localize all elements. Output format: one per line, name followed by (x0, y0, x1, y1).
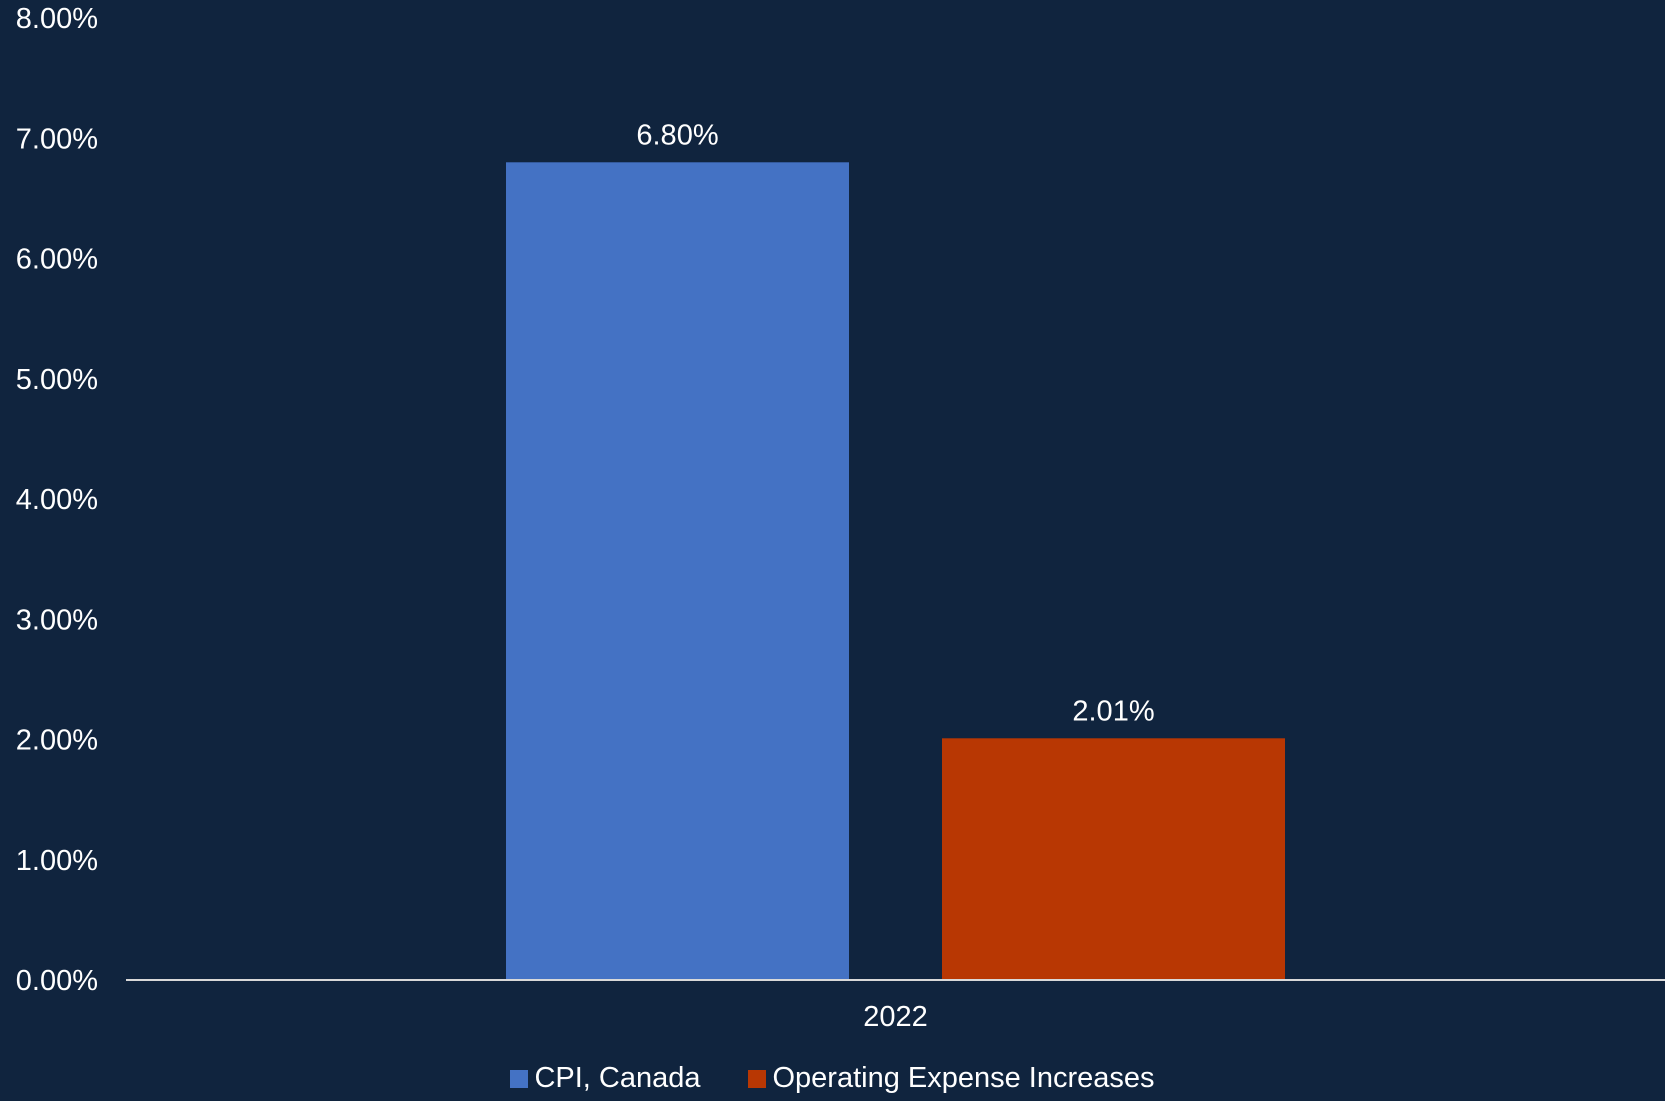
x-category-label: 2022 (863, 1001, 928, 1033)
y-tick-label: 7.00% (16, 123, 98, 155)
legend-label: CPI, Canada (534, 1062, 701, 1094)
y-tick-label: 3.00% (16, 604, 98, 636)
legend: CPI, Canada Operating Expense Increases (0, 1062, 1665, 1095)
y-tick-label: 0.00% (16, 965, 98, 997)
y-tick-label: 1.00% (16, 845, 98, 877)
legend-swatch (748, 1069, 767, 1088)
y-tick-label: 6.00% (16, 244, 98, 276)
data-labels: 6.80% 2.01% (636, 119, 1154, 727)
category-labels: 2022 (863, 1001, 928, 1033)
y-tick-label: 8.00% (16, 3, 98, 35)
legend-swatch (510, 1069, 529, 1088)
bar-operating-expense-increases (942, 738, 1285, 980)
legend-label: Operating Expense Increases (772, 1062, 1155, 1094)
data-label: 6.80% (636, 119, 718, 151)
legend-item: CPI, Canada (510, 1062, 700, 1095)
legend-item: Operating Expense Increases (748, 1062, 1155, 1095)
y-tick-label: 5.00% (16, 364, 98, 396)
y-tick-label: 4.00% (16, 484, 98, 516)
bars (506, 162, 1285, 981)
y-tick-label: 2.00% (16, 725, 98, 757)
y-axis-ticks: 0.00% 1.00% 2.00% 3.00% 4.00% 5.00% 6.00% 7.00%… (16, 3, 98, 997)
bar-cpi-canada (506, 162, 849, 981)
data-label: 2.01% (1072, 695, 1154, 727)
